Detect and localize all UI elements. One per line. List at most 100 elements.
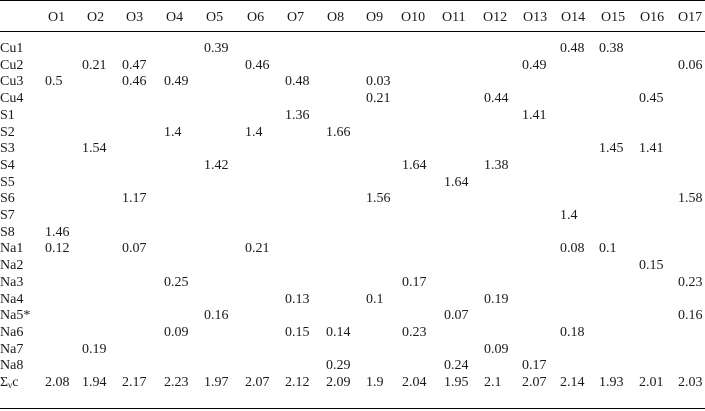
table-cell: 1.54 bbox=[82, 141, 107, 157]
column-header: O15 bbox=[601, 10, 626, 25]
table-cell: 1.41 bbox=[639, 141, 664, 157]
column-header: O9 bbox=[366, 10, 384, 25]
table-row: Na5* 0.16 0.07 0.16 bbox=[0, 307, 705, 324]
row-label: S4 bbox=[0, 157, 15, 173]
column-header: O10 bbox=[401, 10, 426, 25]
sum-suffix: c bbox=[12, 375, 19, 390]
column-header: O16 bbox=[640, 10, 665, 25]
row-label: Na3 bbox=[0, 274, 24, 290]
sum-row: Σνc 2.08 1.94 2.17 2.23 1.97 2.07 2.12 2.09 1.9 2.… bbox=[0, 374, 705, 391]
header-rule bbox=[0, 31, 705, 32]
sum-cell: 2.14 bbox=[560, 375, 585, 390]
table-cell: 0.13 bbox=[285, 291, 310, 307]
table-cell: 0.14 bbox=[326, 324, 351, 340]
table-cell: 0.24 bbox=[444, 358, 469, 374]
row-label: Cu3 bbox=[0, 74, 24, 90]
row-label: S2 bbox=[0, 124, 15, 140]
sum-cell: 1.93 bbox=[599, 375, 624, 390]
table-cell: 0.09 bbox=[164, 324, 189, 340]
table-cell: 0.17 bbox=[522, 358, 547, 374]
table-cell: 0.25 bbox=[164, 274, 189, 290]
sum-cell: 1.9 bbox=[366, 375, 384, 390]
row-label: Na1 bbox=[0, 241, 24, 257]
table-cell: 0.19 bbox=[484, 291, 509, 307]
row-label: Na4 bbox=[0, 291, 24, 307]
table-cell: 0.5 bbox=[45, 74, 63, 90]
table-cell: 1.4 bbox=[164, 124, 182, 140]
table-cell: 0.15 bbox=[285, 324, 310, 340]
sum-cell: 2.23 bbox=[164, 375, 189, 390]
table-cell: 1.66 bbox=[326, 124, 351, 140]
table-cell: 0.16 bbox=[678, 308, 703, 324]
row-label: Na6 bbox=[0, 324, 24, 340]
table-cell: 1.4 bbox=[560, 208, 578, 223]
table-cell: 0.47 bbox=[122, 57, 147, 73]
table-cell: 0.19 bbox=[82, 341, 107, 357]
table-row: Na4 0.13 0.1 0.19 bbox=[0, 291, 705, 308]
column-header: O13 bbox=[523, 10, 548, 25]
sum-cell: 1.95 bbox=[444, 375, 469, 390]
table-cell: 0.23 bbox=[678, 274, 703, 290]
table-row: S8 1.46 bbox=[0, 224, 705, 241]
bottom-rule bbox=[0, 408, 705, 409]
table-cell: 1.38 bbox=[484, 157, 509, 173]
row-label: Cu4 bbox=[0, 91, 24, 107]
table-cell: 1.42 bbox=[204, 157, 229, 173]
sum-row-label: Σνc bbox=[0, 374, 18, 391]
sum-cell: 2.07 bbox=[522, 375, 547, 390]
table-cell: 0.39 bbox=[204, 41, 229, 56]
table-cell: 0.48 bbox=[560, 41, 585, 56]
column-header: O12 bbox=[483, 10, 508, 25]
column-header: O3 bbox=[126, 10, 144, 25]
sum-cell: 2.12 bbox=[285, 375, 310, 390]
table-row: S3 1.54 1.45 1.41 bbox=[0, 140, 705, 157]
table-row: S5 1.64 bbox=[0, 174, 705, 191]
sum-cell: 2.08 bbox=[45, 375, 70, 390]
sum-cell: 2.17 bbox=[122, 375, 147, 390]
table-row: Cu1 0.39 0.48 0.38 bbox=[0, 40, 705, 57]
row-label: Na8 bbox=[0, 358, 24, 374]
row-label: S1 bbox=[0, 107, 15, 123]
sum-cell: 2.04 bbox=[402, 375, 427, 390]
sum-symbol: Σ bbox=[0, 375, 9, 390]
table-cell: 0.48 bbox=[285, 74, 310, 90]
table-cell: 1.4 bbox=[245, 124, 263, 140]
table-cell: 0.1 bbox=[599, 241, 617, 257]
table-row: Na1 0.12 0.07 0.21 0.08 0.1 bbox=[0, 240, 705, 257]
table-cell: 1.41 bbox=[522, 107, 547, 123]
column-header: O6 bbox=[247, 10, 265, 25]
row-label: Na2 bbox=[0, 258, 24, 274]
table-row: S6 1.17 1.56 1.58 bbox=[0, 190, 705, 207]
table-row: Cu2 0.21 0.47 0.46 0.49 0.06 bbox=[0, 57, 705, 74]
sum-subscript: ν bbox=[8, 380, 13, 390]
table-cell: 1.64 bbox=[402, 157, 427, 173]
sum-cell: 1.94 bbox=[82, 375, 107, 390]
sum-cell: 2.07 bbox=[245, 375, 270, 390]
sum-cell: 2.01 bbox=[639, 375, 664, 390]
table-cell: 0.21 bbox=[245, 241, 270, 257]
sum-cell: 2.03 bbox=[678, 375, 703, 390]
table-cell: 1.58 bbox=[678, 191, 703, 207]
header-row: O1 O2 O3 O4 O5 O6 O7 O8 O9 O10 O11 O12 O13 O14 O15 O16 O… bbox=[0, 9, 705, 27]
sum-cell: 2.1 bbox=[484, 375, 502, 390]
column-header: O8 bbox=[327, 10, 345, 25]
column-header: O5 bbox=[206, 10, 224, 25]
row-label: Cu1 bbox=[0, 41, 24, 56]
row-label: Na5* bbox=[0, 308, 31, 324]
row-label: S6 bbox=[0, 191, 15, 207]
table-cell: 0.09 bbox=[484, 341, 509, 357]
column-header: O2 bbox=[87, 10, 105, 25]
table-cell: 0.23 bbox=[402, 324, 427, 340]
table-cell: 0.16 bbox=[204, 308, 229, 324]
table-cell: 1.45 bbox=[599, 141, 624, 157]
column-header: O17 bbox=[678, 10, 703, 25]
top-rule bbox=[0, 0, 705, 1]
table-cell: 1.17 bbox=[122, 191, 147, 207]
table-row: Na6 0.09 0.15 0.14 0.23 0.18 bbox=[0, 324, 705, 341]
column-header: O7 bbox=[287, 10, 305, 25]
row-label: Cu2 bbox=[0, 57, 24, 73]
row-label: S7 bbox=[0, 208, 15, 223]
table-row: Cu4 0.21 0.44 0.45 bbox=[0, 90, 705, 107]
table-cell: 0.45 bbox=[639, 91, 664, 107]
